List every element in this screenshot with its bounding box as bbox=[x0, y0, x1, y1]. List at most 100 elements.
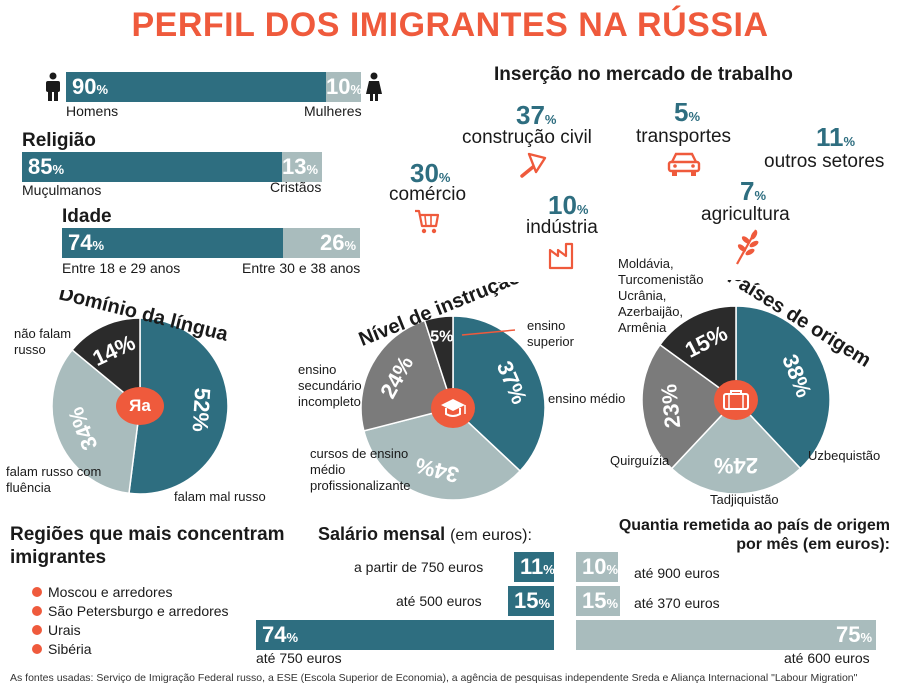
sector-transport-pct: 5% bbox=[674, 97, 701, 127]
remit-bar-600: 75% bbox=[576, 620, 876, 650]
sector-agriculture-pct: 7% bbox=[740, 176, 767, 206]
women-pct: 10% bbox=[326, 74, 363, 99]
remit-label-370: até 370 euros bbox=[634, 595, 720, 611]
trowel-icon bbox=[520, 152, 547, 178]
bullet-dot bbox=[32, 625, 42, 635]
pie-slice-poor bbox=[128, 317, 229, 495]
salary-pct-750: 74% bbox=[262, 622, 299, 647]
sector-industry-label: indústria bbox=[526, 217, 598, 238]
education-label-incomplete: ensino secundário incompleto bbox=[298, 362, 362, 409]
regions-heading: Regiões que mais concentram imigrantes bbox=[10, 524, 285, 568]
bullet-dot bbox=[32, 606, 42, 616]
remit-pct-600: 75% bbox=[835, 622, 872, 647]
salary-label-750plus: a partir de 750 euros bbox=[354, 559, 484, 575]
men-bar: 90% bbox=[66, 72, 326, 102]
sector-other-label: outros setores bbox=[764, 151, 885, 172]
language-pie-chart: 52%34%14% Domínio da língua bbox=[51, 290, 231, 495]
car-icon bbox=[667, 152, 701, 176]
age-young-label: Entre 18 e 29 anos bbox=[62, 260, 181, 276]
pie-slice-tajikistan bbox=[670, 398, 802, 495]
christian-bar: 13% bbox=[282, 152, 322, 182]
salary-label-750: até 750 euros bbox=[256, 650, 342, 666]
religion-heading: Religião bbox=[22, 130, 96, 151]
pie-label-higher: 5% bbox=[430, 328, 453, 345]
origin-label-others: Moldávia, Turcomenistão Ucrânia, Azerbai… bbox=[618, 256, 704, 335]
language-label-none: não falam russo bbox=[14, 326, 72, 357]
sources-footer: As fontes usadas: Serviço de Imigração F… bbox=[10, 672, 858, 684]
salary-heading: Salário mensal (em euros): bbox=[318, 524, 532, 544]
remit-heading: Quantia remetida ao país de origem por mê… bbox=[618, 517, 890, 553]
graduation-cap-icon bbox=[431, 388, 475, 428]
region-item: Sibéria bbox=[32, 641, 92, 657]
region-item: São Petersburgo e arredores bbox=[32, 603, 229, 619]
men-pct: 90% bbox=[72, 74, 109, 99]
language-label-fluent: falam russo com fluência bbox=[6, 464, 102, 495]
language-label-poor: falam mal russo bbox=[174, 489, 266, 504]
age-young-bar: 74% bbox=[62, 228, 283, 258]
remit-label-600: até 600 euros bbox=[784, 650, 870, 666]
remit-bar-370: 15% bbox=[576, 586, 620, 616]
salary-pct-750plus: 11% bbox=[520, 554, 555, 579]
remit-label-900: até 900 euros bbox=[634, 565, 720, 581]
page-title: PERFIL DOS IMIGRANTES NA RÚSSIA bbox=[131, 6, 769, 44]
muslim-label: Muçulmanos bbox=[22, 182, 102, 198]
origin-pie-chart: 38%24%23%15% Países de origem bbox=[641, 280, 875, 495]
education-label-higher: ensino superior bbox=[527, 318, 574, 349]
sector-construction-label: construção civil bbox=[462, 127, 592, 148]
sector-construction-pct: 37% bbox=[516, 100, 557, 130]
pie-slice-higher bbox=[423, 315, 454, 409]
pie-slice-uzbekistan bbox=[735, 305, 831, 470]
sector-commerce-label: comércio bbox=[389, 184, 467, 205]
shopping-cart-icon bbox=[415, 209, 440, 234]
pie-slice-kyrgyzstan bbox=[641, 343, 738, 470]
remit-pct-900: 10% bbox=[582, 554, 619, 579]
pie-slice-others bbox=[658, 305, 737, 402]
bullet-dot bbox=[32, 587, 42, 597]
origin-label-tajikistan: Tadjiquistão bbox=[710, 492, 779, 507]
remit-pct-370: 15% bbox=[582, 588, 619, 613]
woman-icon bbox=[366, 72, 382, 101]
sector-transport-label: transportes bbox=[636, 126, 732, 147]
pie-label-tajikistan: 24% bbox=[714, 453, 758, 478]
pie-slice-incomplete bbox=[360, 319, 454, 432]
region-item: Urais bbox=[32, 622, 81, 638]
men-label: Homens bbox=[66, 103, 119, 119]
sector-agriculture-label: agricultura bbox=[701, 204, 790, 225]
salary-label-500: até 500 euros bbox=[396, 593, 482, 609]
pie-label-kyrgyzstan: 23% bbox=[656, 383, 685, 429]
pie-slice-none bbox=[71, 317, 141, 408]
age-older-label: Entre 30 e 38 anos bbox=[242, 260, 361, 276]
age-older-bar: 26% bbox=[283, 228, 360, 258]
language-center-icon: Яa bbox=[116, 387, 164, 425]
age-young-pct: 74% bbox=[68, 230, 105, 255]
age-older-pct: 26% bbox=[319, 230, 356, 255]
sector-industry-pct: 10% bbox=[548, 190, 589, 220]
origin-label-kyrgyzstan: Quirguízia bbox=[610, 453, 670, 468]
pie-slice-vocational bbox=[362, 407, 522, 501]
pie-label-poor: 52% bbox=[188, 387, 216, 433]
salary-pct-500: 15% bbox=[514, 588, 551, 613]
suitcase-icon bbox=[714, 380, 758, 420]
factory-icon bbox=[548, 242, 574, 270]
christian-pct: 13% bbox=[282, 154, 319, 179]
man-icon bbox=[46, 72, 60, 101]
pie-slice-fluent bbox=[51, 348, 141, 495]
education-label-secondary: ensino médio bbox=[548, 391, 626, 406]
pie-slice-secondary bbox=[452, 315, 546, 473]
christian-label: Cristãos bbox=[270, 179, 322, 195]
women-label: Mulheres bbox=[304, 103, 362, 119]
region-item: Moscou e arredores bbox=[32, 584, 173, 600]
education-pie-chart: 37%34%24%5% Nível de instrução bbox=[356, 282, 546, 501]
sector-other-pct: 11% bbox=[816, 122, 856, 152]
origin-label-uzbekistan: Uzbequistão bbox=[808, 448, 881, 463]
muslim-pct: 85% bbox=[28, 154, 65, 179]
bullet-dot bbox=[32, 644, 42, 654]
salary-bar-750: 74% bbox=[256, 620, 554, 650]
remit-bar-900: 10% bbox=[576, 552, 618, 582]
muslim-bar: 85% bbox=[22, 152, 309, 182]
labour-heading: Inserção no mercado de trabalho bbox=[494, 64, 793, 85]
sector-commerce-pct: 30% bbox=[410, 158, 451, 188]
education-callout-line bbox=[461, 329, 516, 336]
salary-bar-750plus: 11% bbox=[514, 552, 555, 582]
education-label-vocational: cursos de ensino médio profissionalizant… bbox=[310, 446, 411, 493]
